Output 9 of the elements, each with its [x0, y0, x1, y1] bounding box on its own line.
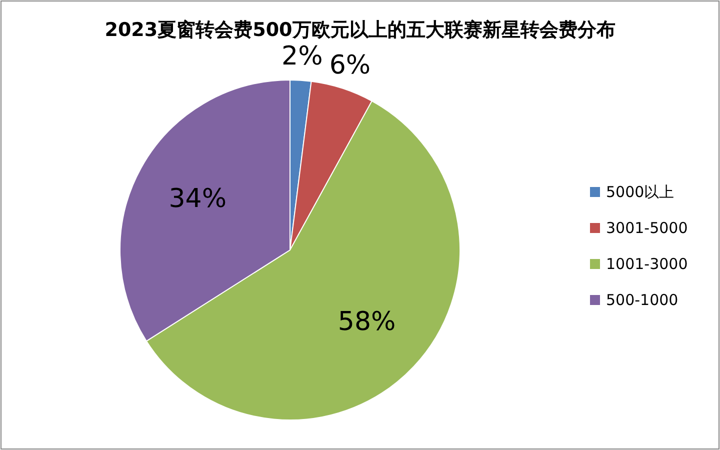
legend-label: 5000以上 [606, 183, 674, 201]
data-label: 2% [282, 41, 323, 72]
legend-label: 1001-3000 [606, 255, 688, 273]
data-label: 6% [329, 50, 371, 80]
chart-title: 2023夏窗转会费500万欧元以上的五大联赛新星转会费分布 [104, 19, 616, 41]
data-label: 58% [338, 307, 396, 338]
data-label: 34% [168, 184, 227, 214]
legend-label: 3001-5000 [606, 219, 688, 237]
legend-label: 500-1000 [606, 291, 678, 309]
